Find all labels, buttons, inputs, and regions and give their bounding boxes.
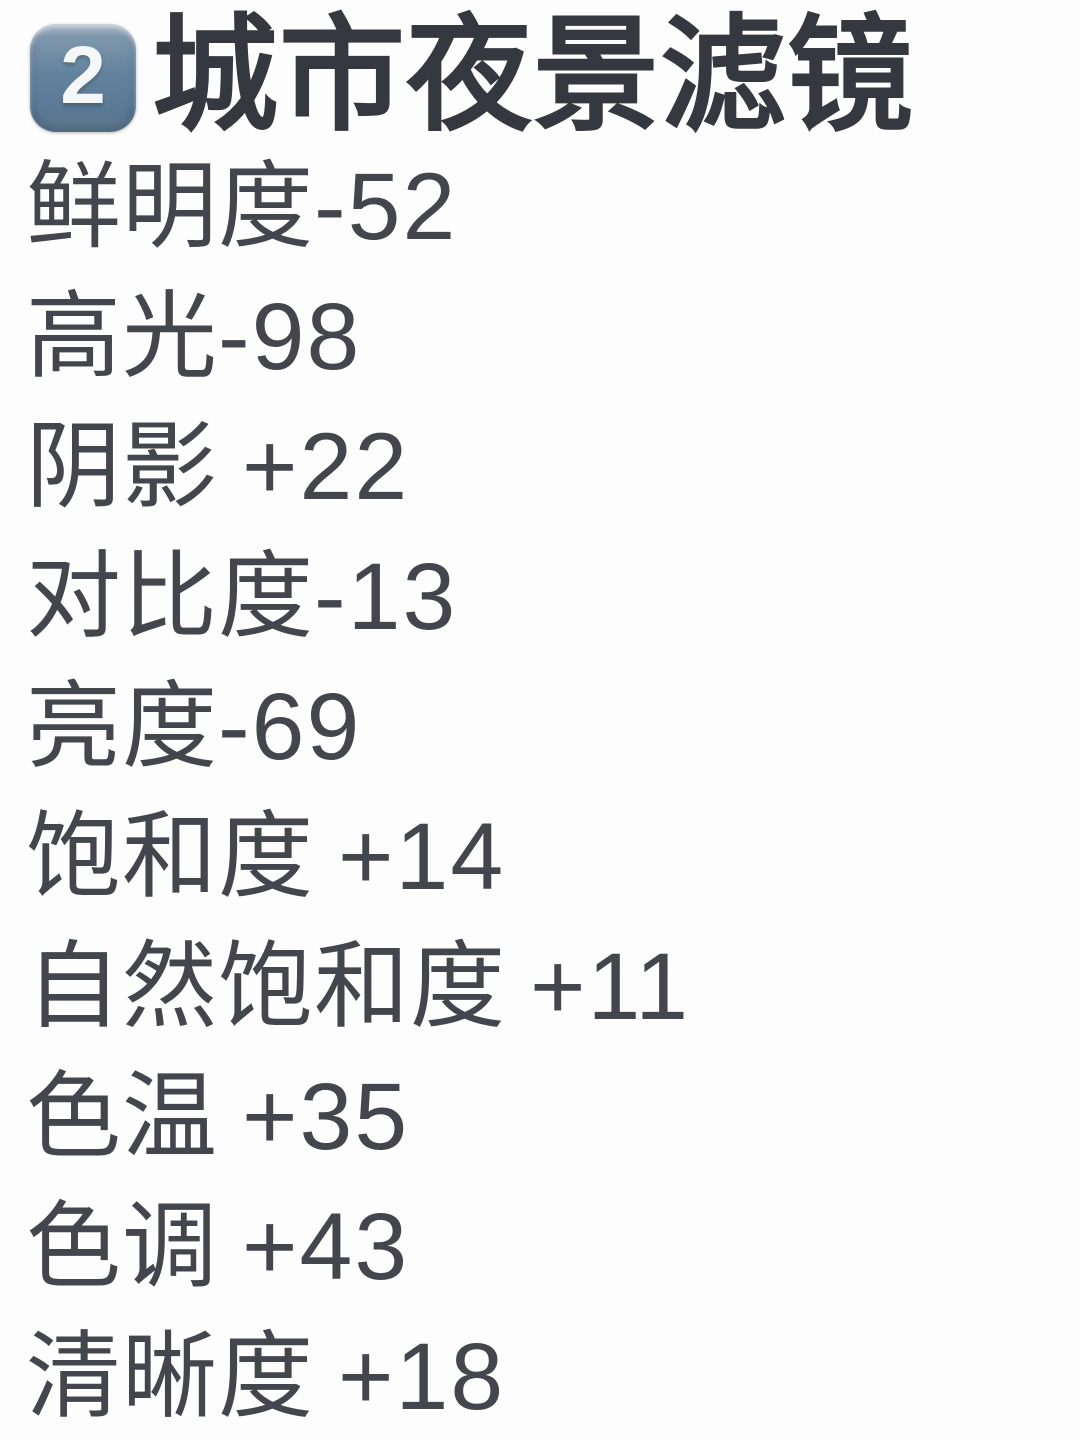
filter-row: 对比度-13	[26, 532, 1060, 662]
filter-label: 饱和度	[26, 804, 315, 910]
page-title: 城市夜景滤镜	[152, 5, 914, 146]
filter-row: 鲜明度-52	[26, 142, 1060, 272]
header-row: 2 城市夜景滤镜	[26, 12, 1060, 140]
filter-row: 高光-98	[26, 272, 1060, 402]
filter-value: +43	[242, 1194, 410, 1300]
filter-label: 鲜明度	[26, 154, 315, 260]
keycap-2-icon: 2	[30, 24, 136, 132]
filter-value: -52	[314, 154, 458, 260]
filter-value: -69	[218, 674, 362, 780]
filter-row: 自然饱和度 +11	[26, 922, 1060, 1052]
filter-value: +35	[242, 1064, 410, 1170]
filter-row: 亮度-69	[26, 662, 1060, 792]
filter-label: 清晰度	[26, 1324, 315, 1430]
filter-value: +14	[338, 804, 506, 910]
filter-row: 色温 +35	[26, 1052, 1060, 1182]
filter-value: -13	[314, 544, 458, 650]
filter-row: 色调 +43	[26, 1182, 1060, 1312]
filter-value: -98	[218, 284, 362, 390]
filter-row: 饱和度 +14	[26, 792, 1060, 922]
filter-value: +11	[530, 934, 691, 1040]
filter-label: 色温	[26, 1064, 219, 1170]
filter-label: 色调	[26, 1194, 219, 1300]
filter-label: 自然饱和度	[26, 934, 507, 1040]
filter-value: +22	[242, 414, 410, 520]
filter-label: 阴影	[26, 414, 219, 520]
filter-value: +18	[338, 1324, 506, 1430]
keycap-digit: 2	[60, 30, 106, 121]
filter-label: 高光	[26, 284, 219, 390]
filter-list: 鲜明度-52 高光-98 阴影 +22 对比度-13 亮度-69 饱和度 +14 自…	[26, 142, 1060, 1440]
filter-label: 对比度	[26, 544, 315, 650]
filter-label: 亮度	[26, 674, 219, 780]
filter-row: 清晰度 +18	[26, 1312, 1060, 1440]
filter-row: 阴影 +22	[26, 402, 1060, 532]
